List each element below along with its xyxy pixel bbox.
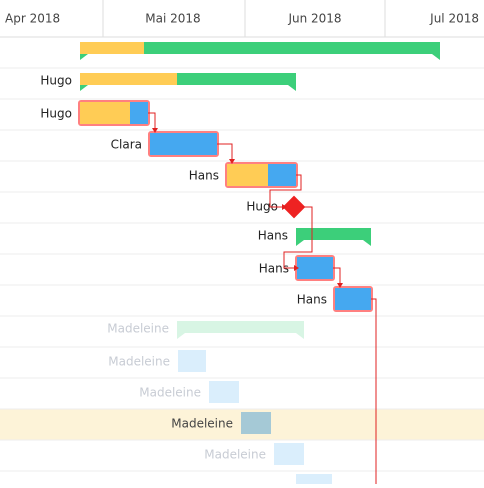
row-label: Madeleine (171, 417, 233, 431)
task-bar (274, 443, 304, 465)
dependency (217, 143, 233, 161)
summary-bar (296, 228, 371, 240)
row-label: Hans (258, 229, 288, 243)
summary-cap (80, 54, 440, 60)
dependencies (148, 112, 377, 484)
task-bar (209, 381, 239, 403)
row-label: Hans (259, 262, 289, 276)
row-label: Madeleine (139, 386, 201, 400)
task-bar (178, 350, 206, 372)
month-label: Mai 2018 (145, 12, 200, 26)
summary-cap (177, 333, 304, 339)
row-label: Madeleine (108, 355, 170, 369)
summary-progress (80, 73, 177, 85)
summary-cap (80, 85, 296, 91)
summary-bar (80, 42, 440, 54)
summary-bar (177, 321, 304, 333)
summary-cap (296, 240, 371, 246)
dependency (333, 267, 341, 285)
row-label: Hugo (40, 107, 72, 121)
arrowhead (337, 283, 343, 288)
arrowhead (152, 128, 158, 133)
dependency (148, 112, 156, 130)
row-label: Clara (111, 138, 142, 152)
task-bar (296, 474, 332, 488)
arrowheads (152, 128, 343, 288)
month-label: Apr 2018 (5, 12, 60, 26)
row-label: Hugo (40, 74, 72, 88)
task-bar (241, 412, 271, 434)
row-label: Hans (189, 169, 219, 183)
task-bar (150, 133, 217, 155)
month-label: Jun 2018 (287, 12, 341, 26)
arrowhead (282, 204, 287, 210)
month-label: Jul 2018 (429, 12, 479, 26)
row-label: Hans (297, 293, 327, 307)
task-progress (227, 164, 268, 186)
dependency (371, 298, 377, 484)
row-label: Madeleine (204, 448, 266, 462)
task-bar (297, 257, 333, 279)
dependency (269, 174, 302, 208)
summary-progress (80, 42, 144, 54)
task-bar (335, 288, 371, 310)
arrowhead (229, 159, 235, 164)
task-progress (80, 102, 130, 124)
row-label: Madeleine (107, 322, 169, 336)
dependency (283, 206, 313, 269)
arrowhead (294, 265, 299, 271)
